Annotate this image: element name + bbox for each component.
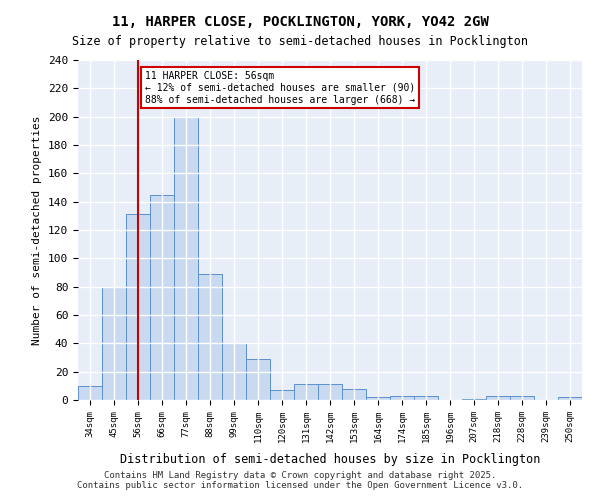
Text: 11, HARPER CLOSE, POCKLINGTON, YORK, YO42 2GW: 11, HARPER CLOSE, POCKLINGTON, YORK, YO4… [112,15,488,29]
Bar [414,396,438,400]
Bar [102,286,126,400]
Bar [342,388,366,400]
Bar [294,384,318,400]
Bar [462,398,486,400]
Bar [510,396,534,400]
Bar [318,384,342,400]
X-axis label: Distribution of semi-detached houses by size in Pocklington: Distribution of semi-detached houses by … [120,453,540,466]
Bar [150,194,174,400]
Bar [78,386,102,400]
Bar [390,396,414,400]
Bar [558,397,582,400]
Bar [222,344,246,400]
Bar [486,396,510,400]
Y-axis label: Number of semi-detached properties: Number of semi-detached properties [32,116,43,345]
Text: Size of property relative to semi-detached houses in Pocklington: Size of property relative to semi-detach… [72,35,528,48]
Bar [126,214,150,400]
Bar [270,390,294,400]
Text: 11 HARPER CLOSE: 56sqm
← 12% of semi-detached houses are smaller (90)
88% of sem: 11 HARPER CLOSE: 56sqm ← 12% of semi-det… [145,72,415,104]
Bar [198,274,222,400]
Text: Contains HM Land Registry data © Crown copyright and database right 2025.
Contai: Contains HM Land Registry data © Crown c… [77,470,523,490]
Bar [366,397,390,400]
Bar [246,359,270,400]
Bar [174,116,198,400]
